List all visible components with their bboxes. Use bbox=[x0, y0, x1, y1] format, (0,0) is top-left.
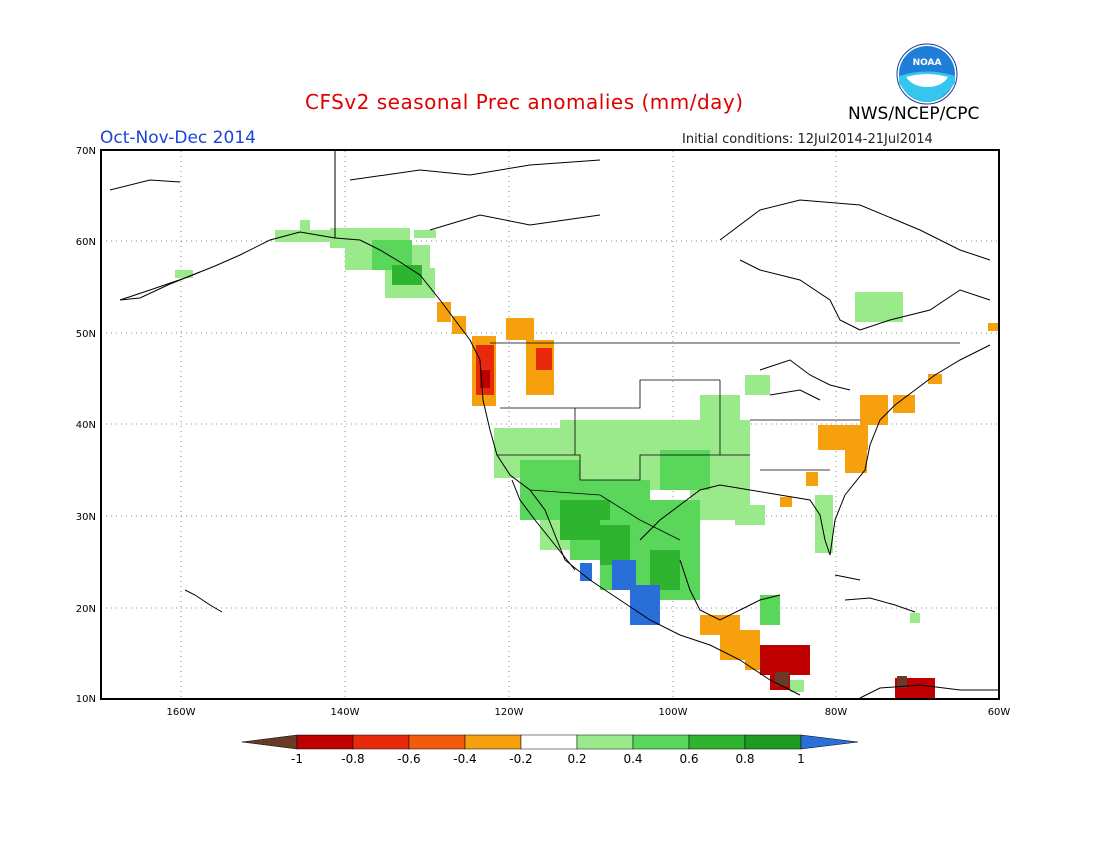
latitude-labels: 70N 60N 50N 40N 30N 20N 10N bbox=[76, 146, 96, 705]
lat-label: 60N bbox=[76, 237, 96, 248]
mexico-very-wet bbox=[560, 500, 680, 590]
colorbar-label: -0.4 bbox=[453, 752, 476, 766]
map-grid bbox=[101, 151, 999, 698]
colorbar-segment-low-arrow bbox=[241, 734, 298, 750]
oregon-dry-core bbox=[480, 370, 490, 388]
lat-label: 50N bbox=[76, 329, 96, 340]
longitude-labels: 160W 140W 120W 100W 80W 60W bbox=[167, 707, 1011, 718]
colorbar-label: -1 bbox=[291, 752, 303, 766]
lon-label: 60W bbox=[988, 707, 1011, 718]
colorbar-label: -0.2 bbox=[509, 752, 532, 766]
map-frame bbox=[100, 149, 1000, 700]
lon-label: 160W bbox=[167, 707, 196, 718]
colorbar-label: 1 bbox=[797, 752, 805, 766]
bc-coast-wet-2 bbox=[392, 265, 422, 285]
country-borders bbox=[490, 342, 960, 541]
colorbar-label: -0.6 bbox=[397, 752, 420, 766]
forecast-period: Oct-Nov-Dec 2014 bbox=[100, 128, 256, 148]
colorbar-segment-high-arrow bbox=[800, 734, 859, 750]
lat-label: 20N bbox=[76, 604, 96, 615]
colorbar-segment bbox=[296, 734, 354, 750]
colorbar-segment bbox=[464, 734, 522, 750]
pnw-dry-region bbox=[437, 302, 1000, 406]
lat-label: 40N bbox=[76, 420, 96, 431]
logo-text: NOAA bbox=[913, 58, 942, 68]
colorbar-label: 0.6 bbox=[679, 752, 698, 766]
lat-label: 30N bbox=[76, 512, 96, 523]
agency-label: NWS/NCEP/CPC bbox=[848, 104, 980, 124]
colorbar-segment bbox=[632, 734, 690, 750]
anomaly-patches bbox=[175, 220, 1000, 698]
colorbar-label: -0.8 bbox=[341, 752, 364, 766]
lon-label: 100W bbox=[659, 707, 688, 718]
initial-conditions: Initial conditions: 12Jul2014-21Jul2014 bbox=[682, 132, 933, 147]
colorbar-segment bbox=[352, 734, 410, 750]
lat-label: 70N bbox=[76, 146, 96, 157]
colorbar-segment bbox=[520, 734, 578, 750]
noaa-logo: NOAA bbox=[896, 43, 958, 105]
colorbar-segment bbox=[576, 734, 634, 750]
caribbean-wet bbox=[790, 292, 920, 692]
mexico-extreme-wet bbox=[580, 560, 660, 625]
coastlines bbox=[109, 150, 1000, 699]
lon-label: 120W bbox=[495, 707, 524, 718]
colorbar-label: 0.4 bbox=[623, 752, 642, 766]
lat-label: 10N bbox=[76, 694, 96, 705]
colorbar-segment bbox=[744, 734, 802, 750]
central-america-very-dry bbox=[760, 645, 935, 698]
colorbar-segment bbox=[688, 734, 746, 750]
colorbar-segment bbox=[408, 734, 466, 750]
chart-title: CFSv2 seasonal Prec anomalies (mm/day) bbox=[305, 90, 744, 114]
colorbar-label: 0.2 bbox=[567, 752, 586, 766]
lon-label: 140W bbox=[331, 707, 360, 718]
colorbar-legend: -1 -0.8 -0.6 -0.4 -0.2 0.2 0.4 0.6 0.8 1 bbox=[241, 734, 859, 766]
colorbar-label: 0.8 bbox=[735, 752, 754, 766]
extreme-dry bbox=[775, 672, 907, 688]
lon-label: 80W bbox=[825, 707, 848, 718]
eastern-us-dry bbox=[780, 374, 942, 507]
